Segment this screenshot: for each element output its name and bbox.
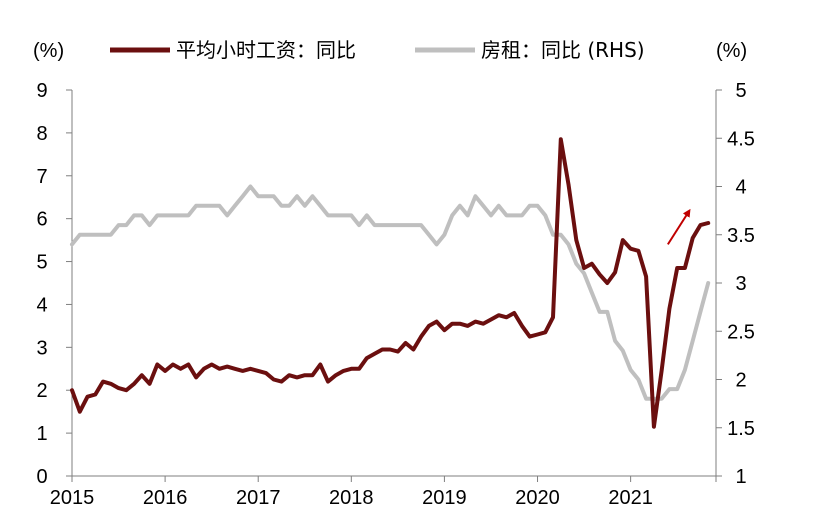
left-tick-label: 1 [36,423,47,445]
x-axis-ticks: 2015 2016 2017 2018 2019 2020 2021 [50,476,717,509]
left-tick-label: 8 [36,123,47,145]
x-tick-label: 2020 [515,487,560,509]
left-axis-unit: (%) [33,40,64,62]
left-tick-label: 3 [36,337,47,359]
series-line-rent [70,184,711,401]
left-tick-label: 7 [36,166,47,188]
right-axis-unit: (%) [716,40,747,62]
series-layer [70,137,711,429]
left-tick-label: 4 [36,294,47,316]
legend-label-wage: 平均小时工资：同比 [176,38,356,62]
left-axis-ticks: 0 1 2 3 4 5 6 7 8 9 [36,80,72,488]
left-tick-label: 5 [36,252,47,274]
x-tick-label: 2017 [236,487,281,509]
series-line-wage [70,137,711,429]
right-tick-label: 4 [735,177,746,199]
right-tick-label: 1.5 [727,418,755,440]
left-tick-label: 2 [36,380,47,402]
x-tick-label: 2016 [143,487,188,509]
right-tick-label: 4.5 [727,128,755,150]
right-tick-label: 3.5 [727,225,755,247]
x-tick-label: 2021 [608,487,653,509]
trend-arrow [667,208,691,245]
annotation-layer [667,208,691,245]
right-tick-label: 2.5 [727,321,755,343]
right-tick-label: 2 [735,370,746,392]
right-tick-label: 3 [735,273,746,295]
right-axis-ticks: 1 1.5 2 2.5 3 3.5 4 4.5 5 [716,80,755,488]
right-tick-label: 1 [735,466,746,488]
left-tick-label: 6 [36,209,47,231]
x-tick-label: 2018 [329,487,374,509]
left-tick-label: 9 [36,80,47,102]
right-tick-label: 5 [735,80,746,102]
legend-label-rent: 房租：同比 (RHS) [481,38,645,62]
left-tick-label: 0 [36,466,47,488]
legend: 平均小时工资：同比 房租：同比 (RHS) [110,38,645,62]
x-tick-label: 2019 [422,487,467,509]
x-tick-label: 2015 [50,487,95,509]
